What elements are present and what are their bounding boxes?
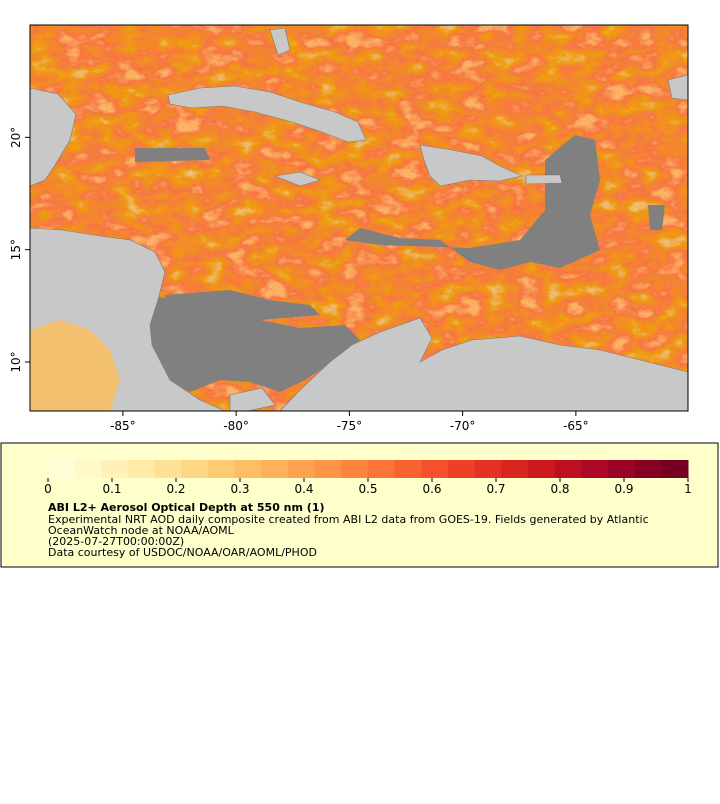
colorbar-swatch — [448, 460, 476, 478]
colorbar-tick-label: 0.5 — [358, 482, 377, 496]
colorbar-swatch — [554, 460, 582, 478]
colorbar-tick-label: 0.2 — [166, 482, 185, 496]
y-tick-label: 10° — [9, 351, 23, 372]
colorbar-tick-label: 0.7 — [486, 482, 505, 496]
colorbar-swatch — [288, 460, 316, 478]
colorbar-tick-label: 0 — [44, 482, 52, 496]
colorbar-swatch — [341, 460, 369, 478]
colorbar-swatch — [48, 460, 76, 478]
colorbar-swatch — [154, 460, 182, 478]
colorbar-swatch — [128, 460, 156, 478]
legend-line: Data courtesy of USDOC/NOAA/OAR/AOML/PHO… — [48, 546, 317, 559]
colorbar-swatch — [368, 460, 396, 478]
colorbar-swatch — [314, 460, 342, 478]
legend-line: Experimental NRT AOD daily composite cre… — [48, 513, 649, 526]
colorbar-swatch — [234, 460, 262, 478]
x-tick-label: -70° — [450, 419, 476, 433]
x-tick-label: -75° — [337, 419, 363, 433]
colorbar-tick-label: 0.9 — [614, 482, 633, 496]
colorbar-swatch — [421, 460, 449, 478]
colorbar-tick-label: 0.6 — [422, 482, 441, 496]
legend-line: OceanWatch node at NOAA/AOML — [48, 524, 235, 537]
map-image — [30, 25, 688, 411]
colorbar-tick-label: 0.3 — [230, 482, 249, 496]
colorbar-tick-label: 0.1 — [102, 482, 121, 496]
y-tick-label: 20° — [9, 127, 23, 148]
colorbar-swatch — [474, 460, 502, 478]
legend-title: ABI L2+ Aerosol Optical Depth at 550 nm … — [48, 501, 325, 514]
colorbar-swatch — [528, 460, 556, 478]
colorbar-swatch — [181, 460, 209, 478]
land — [30, 27, 688, 411]
map-frame — [29, 24, 689, 412]
colorbar-swatch — [501, 460, 529, 478]
colorbar-swatch — [608, 460, 636, 478]
colorbar-swatch — [74, 460, 102, 478]
axes: -85° -80° -75° -70° -65° 10° 15° 20° — [9, 127, 589, 433]
colorbar-tick-label: 1 — [684, 482, 692, 496]
x-tick-label: -80° — [223, 419, 249, 433]
colorbar-swatch — [581, 460, 609, 478]
no-data — [135, 135, 665, 392]
colorbar-swatch — [394, 460, 422, 478]
x-tick-label: -65° — [563, 419, 589, 433]
y-tick-label: 15° — [9, 239, 23, 260]
colorbar: 0 0.1 0.2 0.3 0.4 0.5 0.6 0.7 0.8 0.9 1 — [44, 460, 692, 496]
colorbar-tick-label: 0.4 — [294, 482, 313, 496]
colorbar-swatch — [634, 460, 662, 478]
colorbar-swatch — [101, 460, 129, 478]
legend-line: (2025-07-27T00:00:00Z) — [48, 535, 184, 548]
colorbar-swatch — [261, 460, 289, 478]
colorbar-tick-label: 0.8 — [550, 482, 569, 496]
colorbar-swatch — [208, 460, 236, 478]
x-tick-label: -85° — [110, 419, 136, 433]
colorbar-swatch — [661, 460, 689, 478]
